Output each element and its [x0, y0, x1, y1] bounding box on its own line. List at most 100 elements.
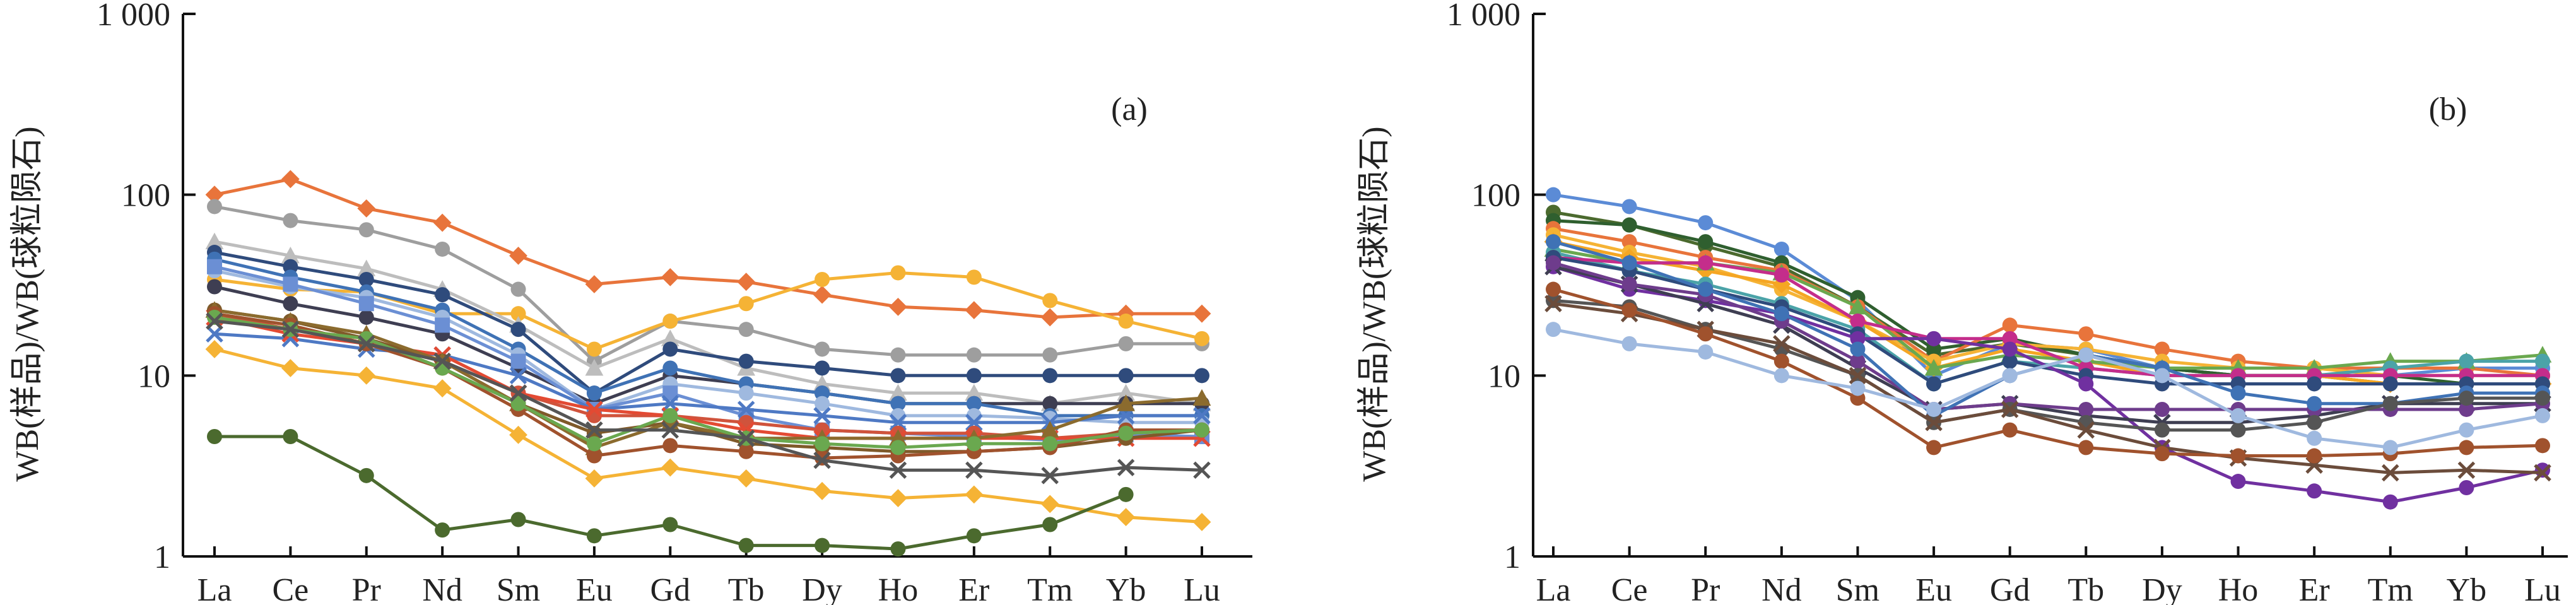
series-line [1553, 288, 2543, 457]
data-point [965, 461, 983, 479]
data-point [813, 481, 832, 500]
series-line [214, 269, 1202, 425]
x-tick-label: Ce [273, 572, 309, 605]
cross-stroke [737, 429, 755, 447]
data-point [2382, 494, 2398, 510]
y-tick-label: 1 [1504, 539, 1520, 575]
data-point [2535, 353, 2550, 369]
cross-stroke [206, 312, 223, 330]
data-point [2078, 347, 2094, 363]
cross-stroke [433, 352, 451, 370]
data-point [815, 341, 830, 357]
data-point [433, 352, 451, 370]
x-tick-label: Gd [650, 572, 691, 605]
x-tick-label: Gd [1990, 572, 2030, 605]
data-point [2154, 446, 2170, 462]
data-point [207, 259, 222, 274]
data-point [281, 170, 300, 189]
series [205, 232, 1211, 411]
x-tick-label: Tm [1027, 572, 1073, 605]
data-point [207, 199, 222, 214]
data-point [1621, 336, 1637, 351]
panel-b: 1 10 100 1 000 La Ce Pr Nd Sm Eu Gd Tb Dy Ho Er Tm Yb Lu W… [1356, 0, 2568, 605]
cross-stroke [1193, 407, 1211, 425]
data-point [1621, 255, 1637, 271]
data-point [585, 469, 604, 488]
data-point [1849, 367, 1867, 385]
data-point [815, 436, 830, 452]
data-point [1118, 425, 1134, 441]
data-point [1042, 436, 1058, 452]
data-point [205, 232, 224, 250]
data-point [1040, 421, 1059, 438]
data-point [357, 259, 376, 276]
data-point [1772, 275, 1791, 293]
series [205, 340, 1211, 531]
y-axis-label: WB(样品)/WB(球粒陨石) [1356, 126, 1392, 481]
data-point [1926, 331, 1942, 346]
data-point [737, 273, 756, 291]
data-point [206, 325, 223, 343]
data-point [358, 222, 374, 238]
data-point [2459, 353, 2474, 369]
data-point [1773, 241, 1789, 257]
x-tick-label: La [1536, 572, 1571, 605]
data-point [2535, 408, 2550, 423]
panel-label: (a) [1111, 91, 1148, 127]
data-point [358, 296, 374, 312]
series-line [214, 204, 1202, 363]
data-point [435, 241, 450, 257]
data-point [1546, 281, 1561, 297]
x-tick-label: Ce [1611, 572, 1648, 605]
y-tick-label: 100 [1471, 178, 1520, 214]
series-line [214, 332, 1202, 425]
data-point [2230, 448, 2246, 464]
cross-stroke [965, 461, 983, 479]
data-point [2002, 317, 2018, 333]
series-line [214, 315, 1203, 449]
x-tick-label: Yb [1106, 572, 1146, 605]
data-point [1850, 353, 1866, 369]
data-point [2535, 391, 2550, 406]
data-point [1773, 368, 1789, 384]
data-point [2459, 401, 2474, 417]
data-point [281, 320, 300, 338]
data-point [1698, 255, 1714, 271]
cross-stroke [2457, 461, 2476, 479]
data-point [813, 451, 831, 469]
data-point [1773, 353, 1789, 369]
cross-stroke [737, 401, 755, 418]
cross-stroke [1849, 367, 1867, 385]
data-point [1850, 380, 1866, 396]
data-point [889, 461, 907, 479]
data-point [1193, 461, 1211, 479]
series [207, 429, 1134, 557]
cross-stroke [1925, 413, 1943, 432]
data-point [2002, 353, 2018, 369]
data-point [2154, 368, 2170, 384]
data-point [585, 359, 604, 376]
data-point [358, 467, 374, 483]
data-point [1926, 341, 1942, 357]
data-point [2534, 464, 2551, 482]
data-point [2382, 376, 2398, 392]
data-point [890, 265, 906, 281]
series [1546, 255, 2550, 417]
data-point [2382, 440, 2398, 455]
x-tick-label: Ho [2218, 572, 2259, 605]
data-point [965, 301, 984, 320]
data-point [509, 425, 527, 444]
data-point [433, 213, 452, 232]
series [206, 312, 1211, 485]
data-point [2307, 396, 2322, 411]
data-point [2535, 462, 2550, 478]
data-point [1926, 401, 1942, 417]
data-point [510, 281, 526, 297]
data-point [662, 408, 678, 423]
y-tick-label: 1 [154, 539, 170, 575]
series-line [214, 250, 1202, 395]
data-point [1698, 281, 1714, 297]
series-line [214, 319, 1203, 478]
series [1546, 250, 2550, 392]
